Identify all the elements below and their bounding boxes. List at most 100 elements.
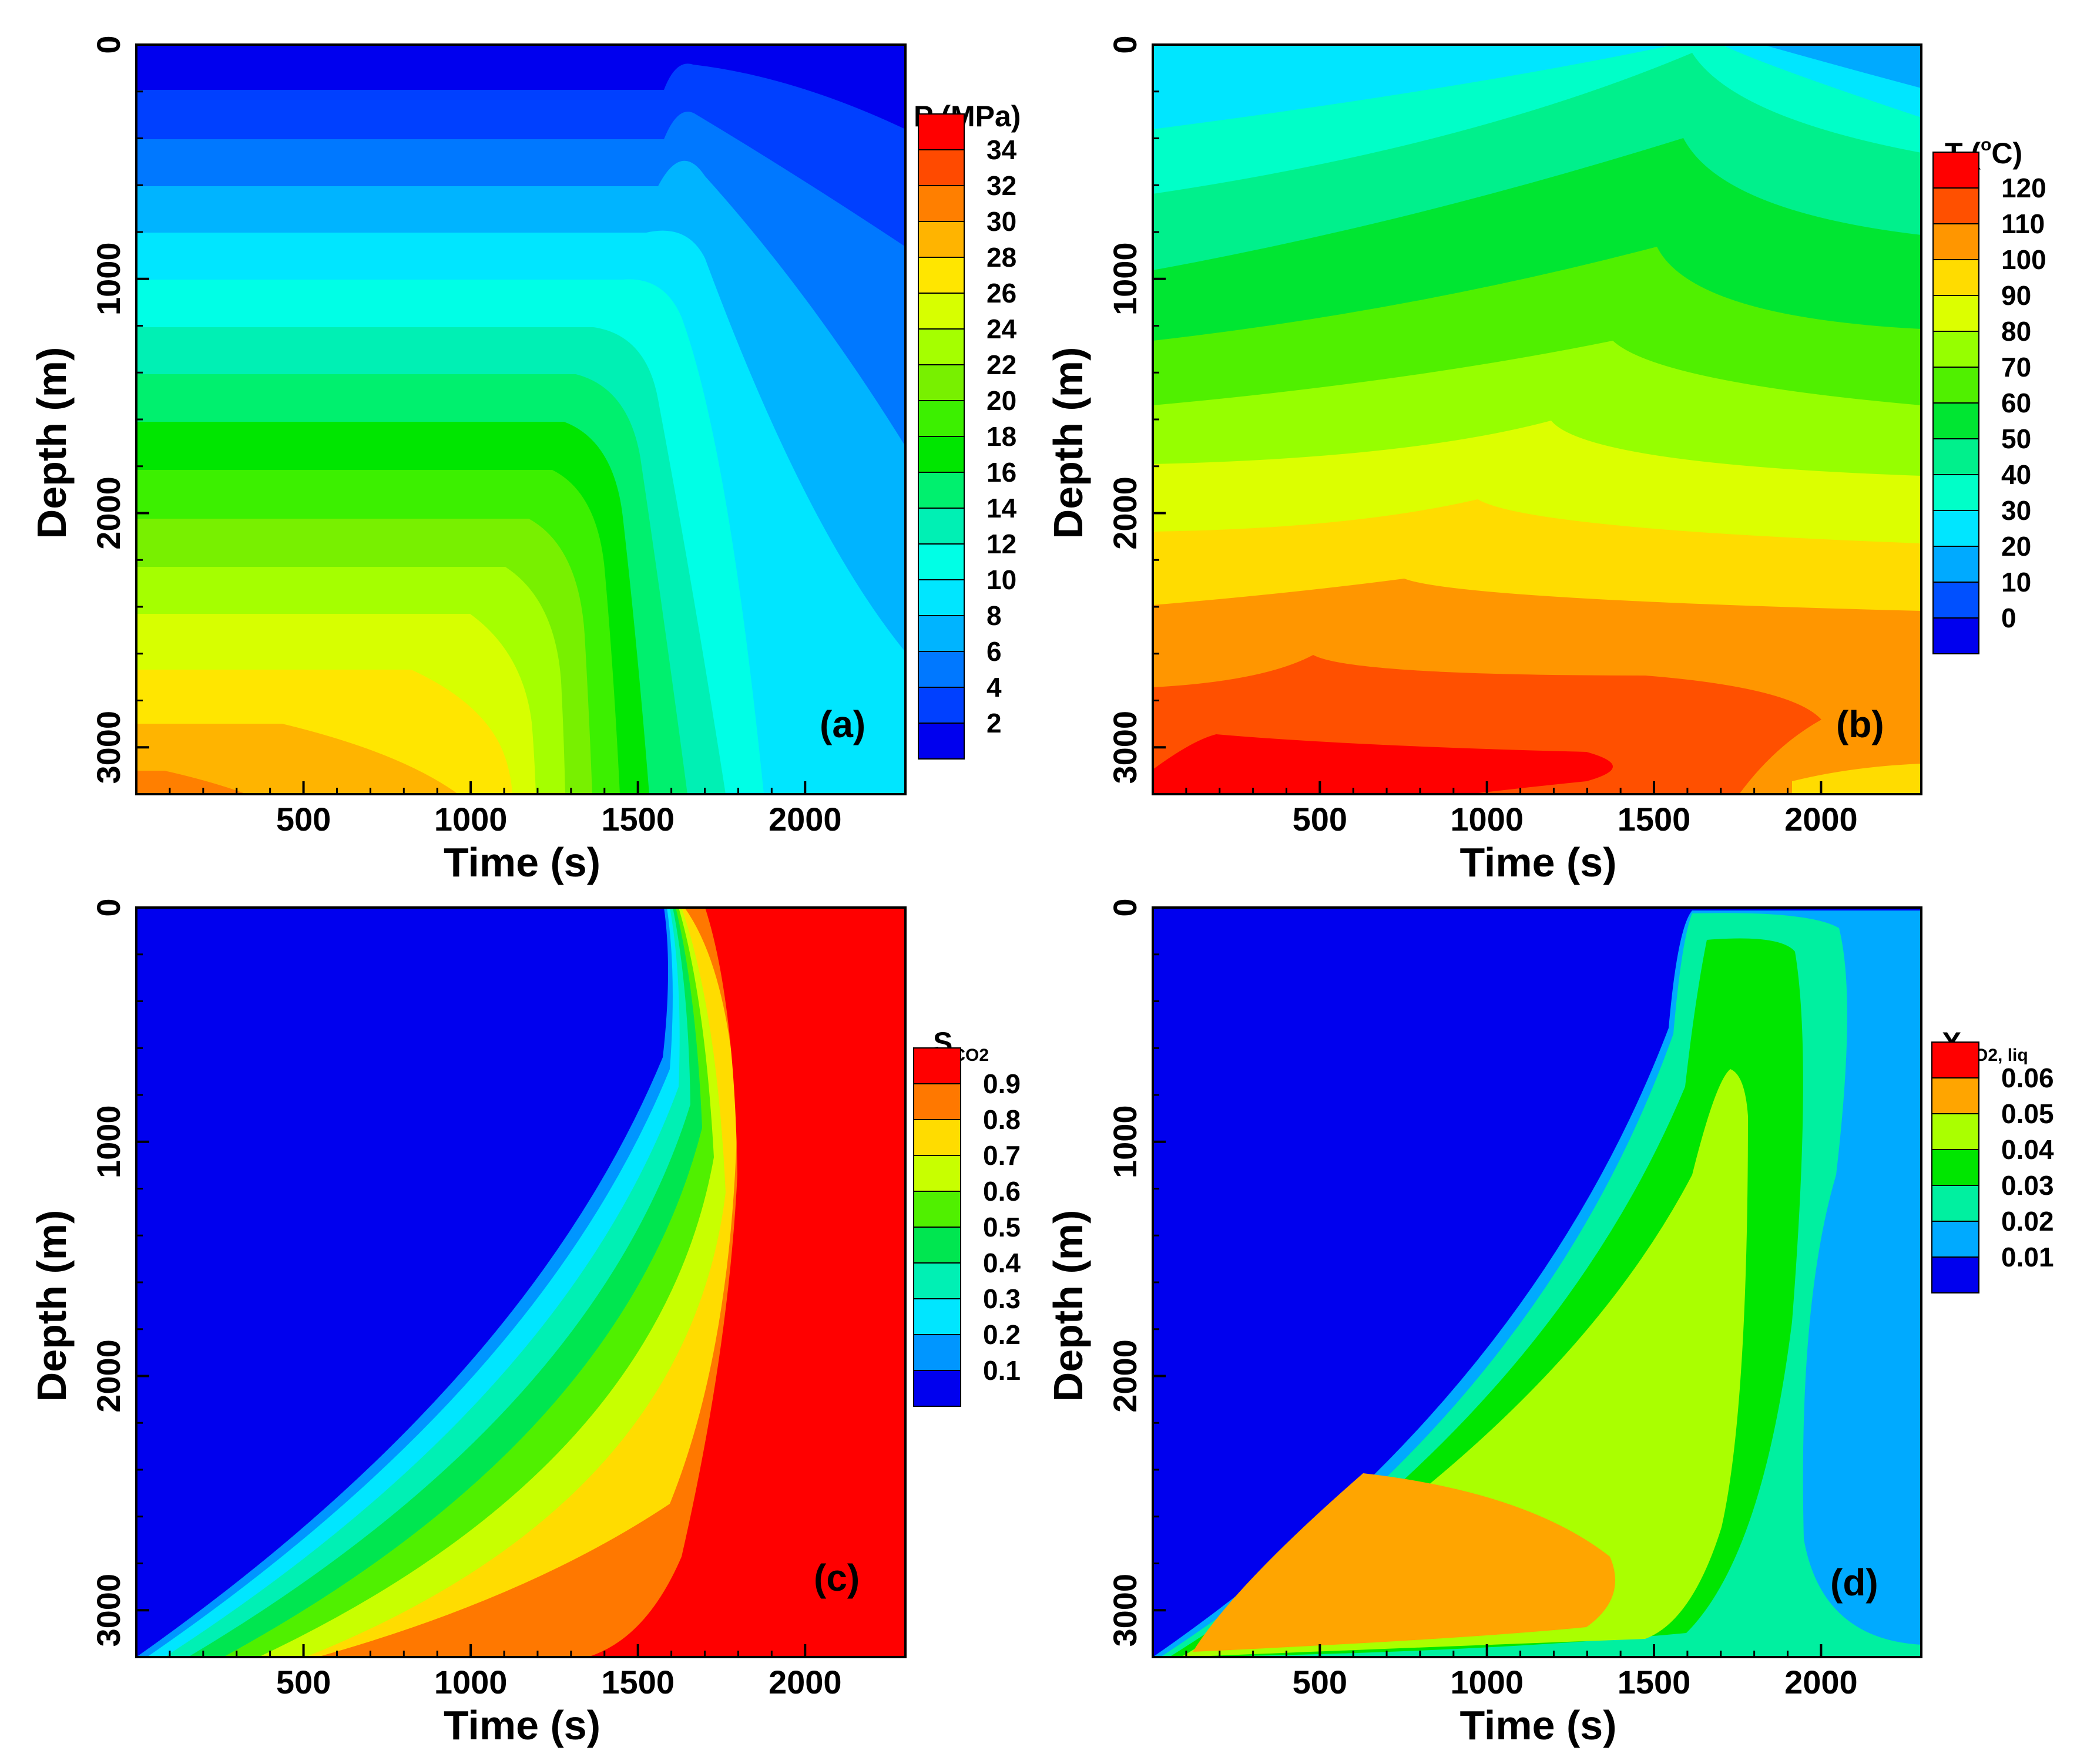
legend-label-d-1: 0.05 [2001, 1098, 2054, 1129]
legend-swatch-d-2 [1931, 1113, 1979, 1150]
legend-swatch-a-2 [918, 185, 965, 222]
band-b-1 [1763, 45, 1921, 88]
legend-label-b-4: 80 [2001, 316, 2031, 347]
legend-label-a-5: 24 [987, 314, 1017, 344]
panel-d: 500 1000 1500 2000 0 1000 2000 3000 Time (s) Dept… [1045, 898, 2054, 1748]
legend-label-b-9: 30 [2001, 495, 2031, 526]
legend-label-a-1: 32 [987, 170, 1016, 201]
y-axis-title-a: Depth (m) [29, 347, 75, 539]
legend-label-c-2: 0.7 [983, 1140, 1021, 1171]
legend-label-c-0: 0.9 [983, 1069, 1021, 1099]
legend-swatch-a-0 [918, 113, 965, 150]
legend-swatch-a-15 [918, 651, 965, 688]
x-tick-label-b-1: 1000 [1450, 801, 1524, 838]
y-tick-label-c-1: 1000 [90, 1105, 127, 1178]
x-axis-title-c: Time (s) [444, 1702, 600, 1748]
legend-label-b-8: 40 [2001, 459, 2031, 490]
legend-label-a-4: 26 [987, 278, 1016, 308]
legend-swatch-a-14 [918, 615, 965, 652]
legend-label-a-11: 12 [987, 529, 1016, 559]
legend-swatch-c-2 [913, 1119, 961, 1156]
legend-swatch-c-5 [913, 1227, 961, 1264]
legend-title-sup-b: o [1981, 135, 1991, 154]
panel-label-d: (d) [1830, 1561, 1878, 1604]
x-tick-label-d-1: 1000 [1450, 1664, 1524, 1701]
legend-label-a-0: 34 [987, 135, 1017, 165]
legend-label-c-5: 0.4 [983, 1248, 1021, 1278]
contour-field-a [136, 45, 905, 794]
legend-label-c-7: 0.2 [983, 1319, 1021, 1350]
legend-label-c-3: 0.6 [983, 1176, 1021, 1207]
x-tick-label-b-0: 500 [1293, 801, 1347, 838]
legend-swatch-b-4 [1932, 295, 1979, 332]
legend-label-a-13: 8 [987, 600, 1002, 631]
legend-swatch-d-4 [1931, 1185, 1979, 1222]
band-b-12 [1792, 764, 1921, 794]
legend-label-a-7: 20 [987, 385, 1016, 416]
y-tick-label-c-0: 0 [90, 898, 127, 916]
legend-label-b-12: 0 [2001, 603, 2016, 633]
legend-swatch-c-1 [913, 1083, 961, 1120]
x-tick-label-b-3: 2000 [1784, 801, 1858, 838]
x-tick-label-c-2: 1500 [601, 1664, 675, 1701]
legend-swatch-a-3 [918, 221, 965, 258]
y-tick-label-b-1: 1000 [1106, 242, 1143, 315]
legend-swatch-c-4 [913, 1191, 961, 1228]
legend-label-d-3: 0.03 [2001, 1170, 2054, 1201]
legend-swatch-b-3 [1932, 259, 1979, 296]
legend-swatch-c-3 [913, 1155, 961, 1192]
band-a-15 [136, 771, 247, 794]
legend-swatch-a-11 [918, 508, 965, 545]
legend-swatch-b-11 [1932, 546, 1979, 583]
legend-swatch-c-9 [913, 1370, 961, 1407]
legend-swatch-d-3 [1931, 1149, 1979, 1186]
y-tick-label-d-2: 2000 [1106, 1339, 1143, 1413]
legend-label-a-8: 18 [987, 421, 1016, 452]
x-axis-title-d: Time (s) [1459, 1702, 1616, 1748]
legend-swatch-b-1 [1932, 187, 1979, 224]
legend-label-a-2: 30 [987, 206, 1016, 237]
contour-field-b [1153, 45, 1921, 794]
legend-swatch-a-9 [918, 436, 965, 473]
y-tick-label-c-2: 2000 [90, 1339, 127, 1413]
legend-label-a-3: 28 [987, 242, 1016, 273]
panel-label-a: (a) [820, 703, 865, 745]
x-tick-label-c-0: 500 [276, 1664, 331, 1701]
legend-swatch-b-8 [1932, 438, 1979, 475]
legend-swatch-b-7 [1932, 402, 1979, 439]
legend-swatch-d-1 [1931, 1077, 1979, 1114]
axes-b: 500 1000 1500 2000 0 1000 2000 3000 Time (s) Dept… [1045, 35, 1858, 885]
legend-swatch-a-12 [918, 543, 965, 580]
x-axis-title-b: Time (s) [1459, 839, 1616, 885]
legend-swatch-b-2 [1932, 223, 1979, 260]
legend-label-d-5: 0.01 [2001, 1242, 2054, 1272]
legend-swatch-b-5 [1932, 331, 1979, 368]
legend-label-c-8: 0.1 [983, 1355, 1021, 1386]
axes-c: 500 1000 1500 2000 0 1000 2000 3000 Time (s) Dept… [29, 898, 842, 1748]
legend-label-b-2: 100 [2001, 244, 2046, 275]
y-tick-label-b-3: 3000 [1106, 711, 1143, 784]
legend-swatch-c-6 [913, 1262, 961, 1299]
legend-label-d-4: 0.02 [2001, 1206, 2054, 1237]
y-tick-label-d-3: 3000 [1106, 1574, 1143, 1647]
y-tick-label-d-0: 0 [1106, 898, 1143, 916]
x-tick-label-d-3: 2000 [1784, 1664, 1858, 1701]
axes-a: 500 1000 1500 2000 0 1000 2000 3000 Time (s) Dept… [29, 35, 842, 885]
band-d-5 [1193, 1473, 1615, 1652]
legend-swatch-c-8 [913, 1334, 961, 1371]
contour-field-c [136, 908, 905, 1657]
y-axis-title-b: Depth (m) [1045, 347, 1091, 539]
axes-d: 500 1000 1500 2000 0 1000 2000 3000 Time (s) Dept… [1045, 898, 1858, 1748]
legend-label-a-12: 10 [987, 565, 1016, 595]
y-tick-label-a-2: 2000 [90, 476, 127, 550]
legend-label-b-3: 90 [2001, 280, 2031, 311]
y-tick-label-b-0: 0 [1106, 35, 1143, 53]
legend-label-b-7: 50 [2001, 424, 2031, 454]
legend-label-a-10: 14 [987, 493, 1017, 523]
legend-label-c-1: 0.8 [983, 1104, 1021, 1135]
legend-swatch-d-0 [1931, 1041, 1979, 1078]
legend-label-a-16: 2 [987, 708, 1002, 738]
